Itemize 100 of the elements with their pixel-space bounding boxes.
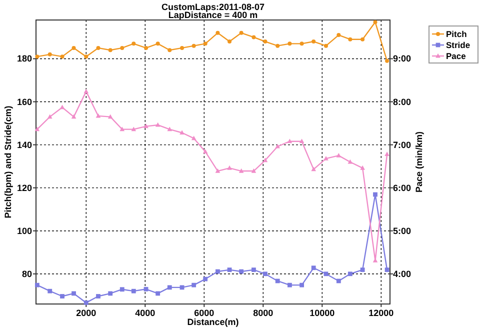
point bbox=[47, 114, 52, 119]
point bbox=[300, 282, 304, 288]
point bbox=[180, 130, 184, 135]
point bbox=[120, 287, 124, 292]
point bbox=[299, 138, 304, 144]
point bbox=[84, 54, 88, 59]
x-tick-label: 8000 bbox=[253, 308, 274, 318]
point bbox=[120, 126, 125, 132]
point bbox=[48, 52, 52, 56]
point bbox=[72, 46, 76, 50]
point bbox=[227, 165, 232, 170]
point bbox=[96, 46, 100, 50]
point bbox=[288, 42, 292, 46]
point bbox=[275, 144, 280, 148]
point bbox=[192, 282, 196, 288]
point bbox=[348, 159, 353, 164]
point bbox=[360, 37, 365, 42]
point bbox=[168, 48, 172, 52]
point bbox=[167, 126, 172, 132]
point bbox=[336, 152, 342, 158]
legend-label: Pace bbox=[446, 51, 466, 61]
point bbox=[312, 40, 316, 44]
point bbox=[71, 114, 76, 119]
x-tick-label: 6000 bbox=[194, 308, 214, 318]
point bbox=[228, 40, 232, 44]
point bbox=[48, 288, 52, 294]
point bbox=[180, 285, 184, 290]
y2-tick-label: 6:00 bbox=[393, 182, 412, 193]
point bbox=[373, 20, 378, 24]
point bbox=[156, 42, 160, 46]
legend-label: Pitch bbox=[446, 29, 467, 39]
point bbox=[216, 269, 220, 274]
point bbox=[34, 282, 40, 288]
point bbox=[155, 122, 160, 127]
point bbox=[203, 276, 208, 282]
y2-tick-label: 4:00 bbox=[393, 268, 412, 279]
point bbox=[324, 156, 328, 160]
y-tick-label: 140 bbox=[16, 140, 32, 150]
y2-tick-label: 8:00 bbox=[393, 96, 412, 107]
point bbox=[131, 288, 136, 294]
y2-tick-label: 7:00 bbox=[393, 140, 412, 150]
point bbox=[167, 285, 172, 290]
point bbox=[252, 268, 256, 272]
point bbox=[384, 268, 390, 272]
point bbox=[251, 168, 256, 173]
y-tick-label: 120 bbox=[16, 182, 32, 193]
y2-axis-title: Pace (min/km) bbox=[414, 131, 424, 193]
point bbox=[192, 44, 196, 48]
point bbox=[385, 58, 390, 63]
point bbox=[336, 278, 341, 284]
x-tick-label: 2000 bbox=[76, 308, 96, 318]
point bbox=[287, 138, 292, 144]
chart-title: CustomLaps:2011-08-07 bbox=[161, 2, 265, 12]
point bbox=[263, 272, 268, 276]
point bbox=[35, 54, 40, 59]
y-tick-label: 160 bbox=[16, 96, 32, 107]
point bbox=[311, 166, 316, 172]
point bbox=[108, 48, 112, 52]
point bbox=[239, 30, 244, 35]
point bbox=[324, 272, 328, 276]
point bbox=[84, 300, 88, 305]
y-tick-label: 100 bbox=[16, 226, 32, 236]
point bbox=[60, 54, 64, 59]
chart-subtitle: LapDistance = 400 m bbox=[168, 10, 258, 20]
point bbox=[131, 126, 136, 132]
point bbox=[60, 104, 65, 110]
point bbox=[96, 294, 100, 298]
point bbox=[144, 46, 148, 50]
y-tick-label: 80 bbox=[22, 268, 32, 279]
y2-tick-label: 5:00 bbox=[393, 226, 412, 236]
point bbox=[227, 268, 232, 272]
point bbox=[324, 44, 328, 48]
point bbox=[384, 152, 390, 156]
point bbox=[238, 168, 244, 173]
point bbox=[60, 294, 64, 298]
point bbox=[275, 278, 280, 284]
point bbox=[156, 291, 160, 296]
point bbox=[132, 42, 136, 46]
point bbox=[263, 40, 268, 44]
point bbox=[276, 44, 280, 48]
point bbox=[72, 291, 76, 296]
point bbox=[288, 282, 292, 288]
point bbox=[360, 268, 365, 272]
point bbox=[202, 149, 208, 154]
point bbox=[34, 126, 40, 132]
point bbox=[262, 158, 268, 162]
point bbox=[191, 136, 196, 140]
point bbox=[96, 113, 101, 118]
point bbox=[108, 114, 113, 119]
point bbox=[144, 286, 148, 292]
point bbox=[215, 168, 220, 173]
point bbox=[373, 192, 378, 197]
y-axis-title: Pitch(bpm) and Stride(cm) bbox=[3, 106, 13, 218]
y2-tick-label: 9:00 bbox=[393, 54, 412, 64]
point bbox=[180, 46, 184, 50]
point bbox=[348, 272, 352, 276]
legend-label: Stride bbox=[446, 40, 470, 50]
point bbox=[252, 35, 256, 40]
x-axis-title: Distance(m) bbox=[187, 317, 239, 327]
point bbox=[311, 266, 316, 270]
